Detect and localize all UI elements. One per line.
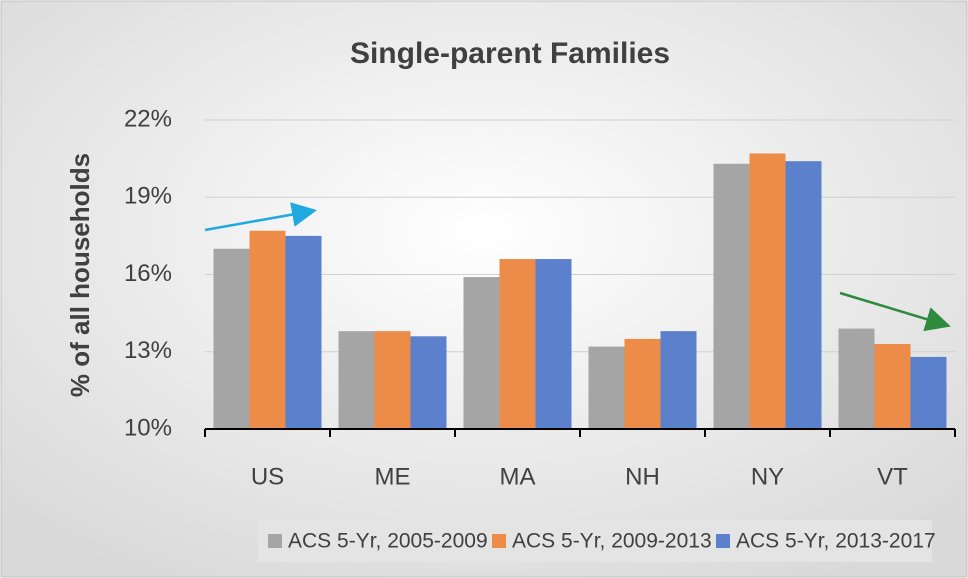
y-tick-label: 22% (124, 105, 172, 132)
bar (285, 235, 322, 429)
bar (785, 161, 822, 429)
bar (874, 344, 911, 429)
legend-label: ACS 5-Yr, 2013-2017 (736, 530, 936, 553)
bar (660, 331, 697, 429)
y-axis-label: % of all households (65, 153, 95, 397)
trend-arrow (839, 291, 951, 332)
bar (213, 248, 250, 429)
y-tick-label: 19% (124, 183, 172, 210)
legend-swatch (268, 534, 282, 548)
bar (838, 328, 875, 429)
legend-label: ACS 5-Yr, 2009-2013 (512, 530, 712, 553)
x-tick-label: NH (625, 463, 660, 490)
chart-title: Single-parent Families (350, 37, 670, 70)
bar (588, 346, 625, 429)
y-tick-label: 13% (124, 337, 172, 364)
bar (338, 331, 375, 429)
y-tick-label: 10% (124, 414, 172, 441)
x-tick-label: US (251, 463, 284, 490)
legend-box (258, 520, 932, 562)
legend-swatch (716, 534, 730, 548)
x-tick-label: NY (751, 463, 784, 490)
bar (910, 356, 947, 429)
legend-swatch (492, 534, 506, 548)
x-tick-label: VT (877, 463, 908, 490)
bar (249, 230, 286, 429)
bar (410, 336, 447, 429)
bar (374, 331, 411, 429)
bar (749, 153, 786, 429)
y-tick-label: 16% (124, 260, 172, 287)
x-tick-label: MA (500, 463, 536, 490)
bar (535, 259, 572, 429)
legend-label: ACS 5-Yr, 2005-2009 (288, 530, 488, 553)
bar (463, 277, 500, 429)
bar (499, 259, 536, 429)
bar (713, 163, 750, 429)
x-tick-label: ME (375, 463, 411, 490)
trend-arrow (204, 202, 317, 232)
bar (624, 338, 661, 429)
